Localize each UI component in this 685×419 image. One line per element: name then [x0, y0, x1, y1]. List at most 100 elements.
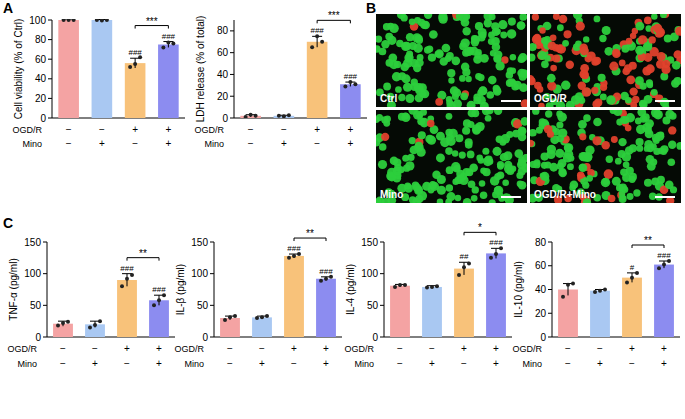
condition-sign: + — [314, 124, 320, 135]
live-cell — [453, 99, 462, 107]
comparison-label: ** — [644, 235, 652, 246]
live-cell — [512, 130, 520, 138]
micrograph: OGD/R+Mino — [527, 107, 684, 207]
live-cell — [517, 21, 525, 29]
data-point — [630, 276, 634, 280]
dead-cell — [552, 55, 560, 63]
live-cell — [629, 176, 636, 183]
dead-cell — [553, 14, 560, 20]
live-cell — [477, 96, 486, 105]
dead-cell — [591, 87, 598, 94]
live-cell — [557, 112, 567, 122]
live-cell — [397, 14, 406, 19]
bar — [220, 318, 240, 337]
live-cell — [558, 159, 567, 168]
y-axis-title: IL-10 (pg/ml) — [513, 261, 524, 318]
data-point — [157, 298, 161, 302]
dead-cell — [521, 99, 527, 107]
live-cell — [493, 87, 501, 95]
condition-sign: + — [281, 138, 287, 149]
live-cell — [620, 92, 629, 101]
error-bar — [154, 295, 164, 305]
dead-cell — [547, 131, 554, 138]
bar-chart: 020406080LDH release (% of total)######*… — [194, 10, 367, 149]
data-point — [324, 277, 328, 281]
marks — [53, 273, 169, 337]
data-point — [93, 323, 97, 327]
data-point — [133, 62, 137, 66]
live-cell — [484, 14, 493, 21]
y-tick — [230, 74, 234, 75]
y-tick — [548, 265, 552, 266]
condition-sign: − — [314, 138, 320, 149]
y-tick-label: 0 — [40, 113, 46, 124]
cells — [376, 110, 527, 203]
dead-cell — [550, 35, 557, 42]
data-point — [657, 266, 661, 270]
live-cell — [497, 163, 504, 170]
live-cell — [620, 116, 628, 124]
data-point — [425, 286, 429, 290]
dead-cell — [537, 86, 544, 93]
y-axis — [234, 20, 235, 118]
live-cell — [518, 181, 526, 189]
live-cell — [459, 151, 466, 158]
y-axis — [47, 242, 48, 337]
live-cell — [602, 178, 609, 185]
live-cell — [530, 43, 537, 51]
data-point — [67, 19, 71, 22]
live-cell — [491, 37, 500, 46]
condition-sign: − — [565, 358, 571, 369]
cells — [530, 110, 681, 203]
condition-label: Mino — [17, 359, 37, 369]
live-cell — [488, 32, 495, 39]
live-cell — [438, 14, 447, 22]
live-cell — [627, 193, 634, 200]
significance-mark: ### — [344, 72, 358, 81]
live-cell — [395, 86, 402, 93]
data-point — [598, 289, 602, 293]
live-cell — [579, 164, 587, 172]
live-cell — [461, 63, 470, 72]
live-cell — [546, 150, 555, 159]
live-cell — [494, 186, 503, 195]
condition-label: OGD/R — [194, 125, 224, 135]
y-tick-label: 40 — [535, 284, 547, 295]
micrograph: OGD/R — [526, 10, 685, 111]
y-tick-label: 20 — [35, 93, 47, 104]
y-tick-label: 150 — [24, 237, 41, 248]
bar — [125, 63, 146, 118]
data-point — [277, 114, 281, 118]
live-cell — [437, 186, 446, 195]
dead-cell — [626, 38, 633, 45]
live-cell — [616, 184, 624, 192]
y-axis-title: Cell viability (% of Ctrl) — [13, 19, 24, 120]
live-cell — [658, 148, 665, 155]
y-tick — [548, 289, 552, 290]
dead-cell — [566, 61, 574, 69]
condition-label: Mino — [184, 359, 204, 369]
live-cell — [495, 61, 504, 70]
micrograph-label: OGD/R+Mino — [534, 189, 596, 200]
comparison-label: ** — [306, 228, 314, 239]
y-tick — [230, 30, 234, 31]
data-point — [130, 273, 134, 277]
live-cell — [506, 71, 514, 79]
live-cell — [418, 131, 426, 139]
y-tick-label: 150 — [361, 237, 378, 248]
live-cell — [401, 113, 410, 122]
live-cell — [376, 117, 380, 124]
bar — [149, 300, 169, 337]
data-point — [398, 283, 402, 287]
live-cell — [639, 100, 647, 107]
live-cell — [383, 23, 390, 30]
dead-cell — [548, 41, 557, 50]
panel-label: B — [366, 0, 376, 16]
live-cell — [390, 156, 398, 164]
data-point — [161, 45, 165, 49]
live-cell — [517, 21, 526, 30]
bar — [654, 265, 674, 337]
live-cell — [536, 127, 543, 134]
dead-cell — [668, 126, 676, 134]
live-cell — [646, 79, 653, 86]
